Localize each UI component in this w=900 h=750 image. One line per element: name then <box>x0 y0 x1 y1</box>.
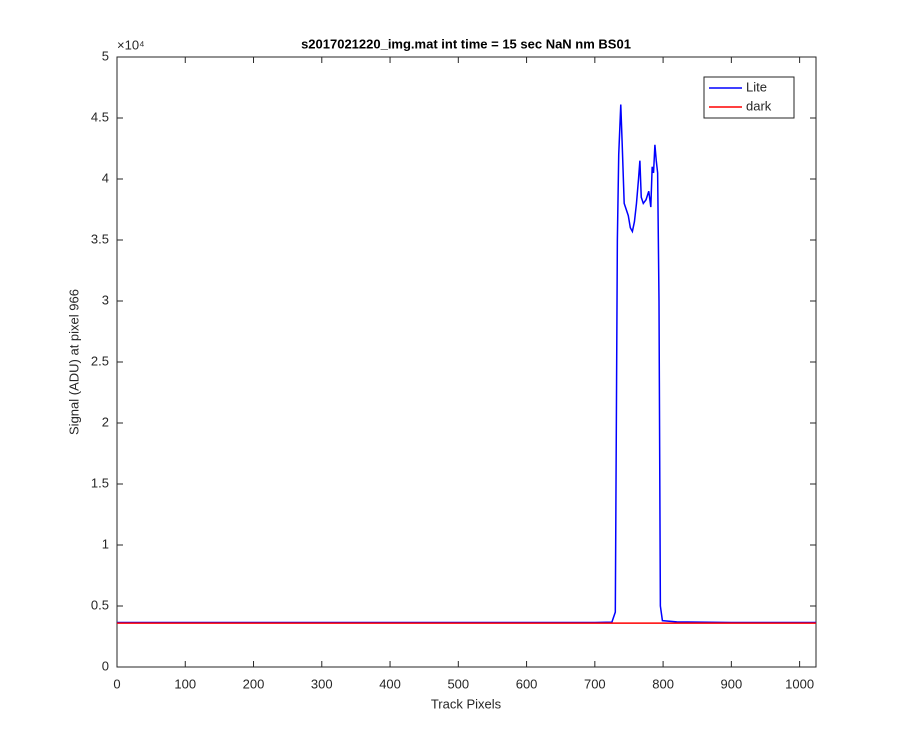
x-tick-label: 400 <box>379 676 401 691</box>
y-tick-label: 2.5 <box>91 353 109 368</box>
y-tick-label: 5 <box>102 48 109 63</box>
x-tick-label: 200 <box>243 676 265 691</box>
y-tick-label: 1.5 <box>91 475 109 490</box>
x-tick-label: 300 <box>311 676 333 691</box>
y-tick-label: 1 <box>102 536 109 551</box>
x-tick-label: 500 <box>447 676 469 691</box>
x-tick-label: 900 <box>721 676 743 691</box>
x-axis-label: Track Pixels <box>431 696 502 711</box>
y-tick-label: 0 <box>102 658 109 673</box>
y-tick-label: 4 <box>102 170 109 185</box>
x-tick-label: 0 <box>113 676 120 691</box>
x-tick-label: 700 <box>584 676 606 691</box>
y-tick-label: 0.5 <box>91 597 109 612</box>
x-tick-label: 600 <box>516 676 538 691</box>
legend-box <box>703 76 795 119</box>
legend-label: Lite <box>746 79 767 94</box>
y-tick-label: 4.5 <box>91 109 109 124</box>
chart-title: s2017021220_img.mat int time = 15 sec Na… <box>301 36 631 51</box>
x-tick-label: 100 <box>174 676 196 691</box>
y-axis-label: Signal (ADU) at pixel 966 <box>66 289 81 435</box>
y-tick-label: 3 <box>102 292 109 307</box>
y-tick-label: 2 <box>102 414 109 429</box>
y-exponent: ×10⁴ <box>117 37 145 52</box>
legend-label: dark <box>746 98 772 113</box>
x-tick-label: 800 <box>652 676 674 691</box>
plot-area <box>116 56 817 668</box>
x-tick-label: 1000 <box>785 676 814 691</box>
y-tick-label: 3.5 <box>91 231 109 246</box>
